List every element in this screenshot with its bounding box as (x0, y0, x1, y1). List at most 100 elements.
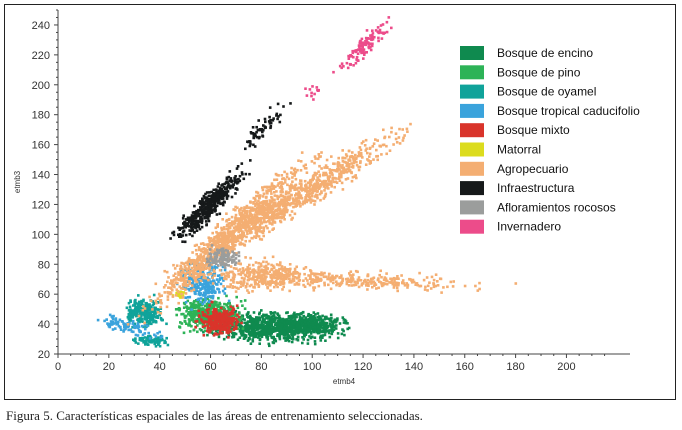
data-point (261, 270, 265, 274)
data-point (273, 220, 276, 224)
data-point (283, 327, 286, 330)
data-point (216, 333, 219, 336)
data-point (197, 314, 201, 317)
data-point (436, 280, 439, 283)
data-point (110, 315, 114, 318)
data-point (204, 317, 208, 320)
data-point (227, 336, 230, 339)
data-point (153, 312, 156, 316)
data-point (295, 324, 299, 327)
data-point (137, 319, 140, 323)
data-point (278, 206, 281, 209)
data-point (296, 193, 300, 197)
data-point (231, 233, 235, 237)
data-point (234, 225, 238, 228)
data-point (227, 319, 231, 322)
data-point (329, 170, 332, 174)
data-point (280, 190, 283, 193)
data-point (139, 315, 142, 319)
data-point (203, 324, 207, 327)
data-point (357, 151, 361, 154)
data-point (200, 314, 203, 318)
data-point (290, 166, 293, 170)
data-point (347, 326, 351, 330)
data-point (262, 273, 266, 276)
data-point (266, 267, 270, 270)
data-point (288, 203, 292, 207)
data-point (293, 212, 297, 216)
data-point (234, 309, 238, 313)
data-point (293, 320, 297, 324)
data-point (329, 276, 333, 280)
data-point (187, 323, 190, 327)
data-point (225, 234, 229, 238)
data-point (263, 269, 267, 272)
data-point (319, 279, 322, 282)
data-point (191, 269, 194, 273)
data-point (154, 336, 158, 340)
data-point (238, 325, 242, 328)
data-point (359, 148, 363, 152)
data-point (276, 282, 280, 285)
data-point (246, 214, 250, 218)
data-point (241, 331, 245, 334)
data-point (267, 320, 270, 324)
data-point (249, 219, 252, 223)
data-point (304, 163, 307, 167)
data-point (297, 159, 300, 162)
data-point (225, 310, 229, 313)
data-point (278, 331, 281, 335)
data-point (311, 186, 314, 190)
data-point (280, 200, 283, 203)
data-point (401, 139, 405, 142)
data-point (227, 323, 230, 326)
data-point (301, 310, 305, 314)
data-point (133, 303, 136, 307)
data-point (262, 234, 265, 238)
data-point (256, 275, 260, 278)
data-point (283, 200, 287, 203)
data-point (216, 237, 220, 240)
data-point (198, 327, 202, 331)
data-point (326, 184, 329, 188)
data-point (418, 271, 421, 275)
data-point (272, 327, 275, 331)
data-point (302, 327, 305, 331)
data-point (378, 144, 381, 148)
data-point (218, 316, 221, 319)
data-point (114, 318, 118, 322)
data-point (234, 240, 237, 244)
data-point (243, 226, 247, 229)
data-point (290, 327, 294, 330)
data-point (296, 331, 300, 335)
data-point (325, 182, 329, 186)
data-point (262, 260, 265, 264)
data-point (278, 181, 282, 184)
data-point (128, 311, 132, 315)
data-point (260, 211, 264, 215)
data-point (316, 312, 320, 315)
data-point (193, 291, 197, 295)
data-point (338, 284, 341, 288)
data-point (127, 328, 130, 332)
data-point (140, 299, 143, 303)
data-point (208, 240, 212, 244)
data-point (228, 222, 232, 225)
data-point (295, 198, 298, 202)
data-point (233, 219, 237, 223)
data-point (203, 278, 207, 282)
data-point (341, 328, 344, 331)
data-point (207, 283, 210, 287)
data-point (238, 312, 241, 315)
data-point (261, 230, 264, 233)
data-point (267, 202, 270, 206)
data-point (250, 223, 253, 226)
data-point (128, 319, 132, 322)
data-point (256, 229, 259, 232)
data-point (401, 279, 405, 282)
data-point (330, 155, 333, 158)
data-point (351, 151, 354, 154)
data-point (144, 313, 147, 316)
data-point (290, 324, 293, 327)
data-point (379, 269, 382, 273)
